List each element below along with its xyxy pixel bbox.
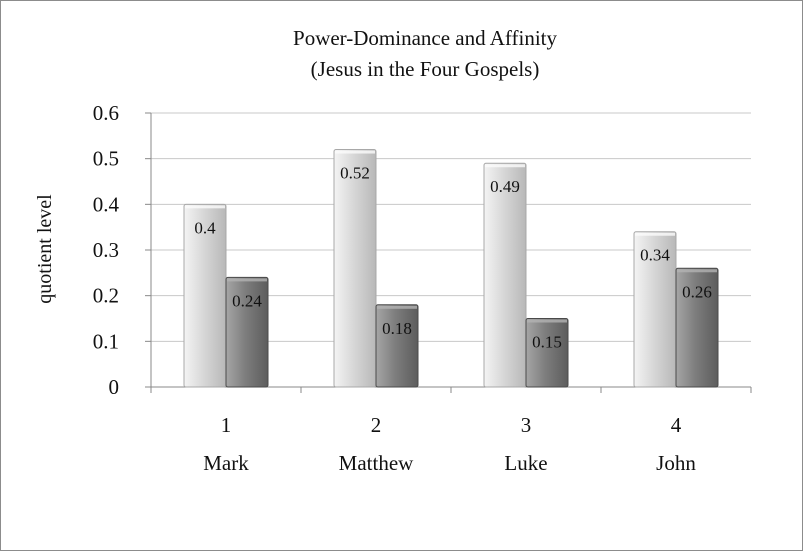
y-tick-label: 0.5: [93, 147, 119, 171]
y-tick-label: 0.1: [93, 329, 119, 353]
bar-series-2: [525, 318, 569, 388]
data-label: 0.52: [340, 164, 370, 183]
chart-title: Power-Dominance and Affinity: [293, 26, 557, 50]
data-label: 0.18: [382, 319, 412, 338]
data-label: 0.26: [682, 282, 712, 301]
x-tick-label: 2: [371, 413, 382, 437]
y-tick-label: 0.6: [93, 101, 119, 125]
y-tick-label: 0.2: [93, 284, 119, 308]
category-name-label: Matthew: [339, 451, 414, 475]
x-tick-label: 1: [221, 413, 232, 437]
bar-series-2: [375, 304, 419, 388]
data-label: 0.4: [194, 218, 216, 237]
x-tick-label: 3: [521, 413, 532, 437]
x-tick-label: 4: [671, 413, 682, 437]
y-tick-label: 0: [109, 375, 120, 399]
bar-highlight: [185, 205, 225, 209]
data-label: 0.49: [490, 177, 520, 196]
data-label: 0.24: [232, 291, 262, 310]
category-name-label: Luke: [504, 451, 547, 475]
bar-series-1: [333, 149, 377, 388]
data-label: 0.34: [640, 246, 670, 265]
bar-series-2: [225, 276, 269, 388]
bar-highlight: [227, 278, 267, 282]
y-axis-label: quotient level: [34, 194, 56, 304]
y-tick-label: 0.3: [93, 238, 119, 262]
category-name-label: John: [656, 451, 696, 475]
axes: 0 0.1 0.2 0.3 0.4 0.5 0.6 1 Mark 2 Matthew 3 Luke 4 Jo…: [93, 101, 752, 475]
bar-highlight: [485, 164, 525, 168]
data-labels: 0.4 0.24 0.52 0.18 0.49 0.15 0.34 0.26: [194, 164, 712, 352]
bar-highlight: [677, 269, 717, 273]
bar-highlight: [377, 305, 417, 309]
bar-series-1: [483, 162, 527, 388]
data-label: 0.15: [532, 333, 562, 352]
bar-series-2: [675, 267, 719, 388]
category-name-label: Mark: [203, 451, 249, 475]
bar-highlight: [527, 319, 567, 323]
bar-highlight: [635, 232, 675, 236]
chart-subtitle: (Jesus in the Four Gospels): [311, 57, 540, 81]
bars: [183, 149, 719, 388]
y-tick-label: 0.4: [93, 192, 120, 216]
bar-highlight: [335, 150, 375, 154]
